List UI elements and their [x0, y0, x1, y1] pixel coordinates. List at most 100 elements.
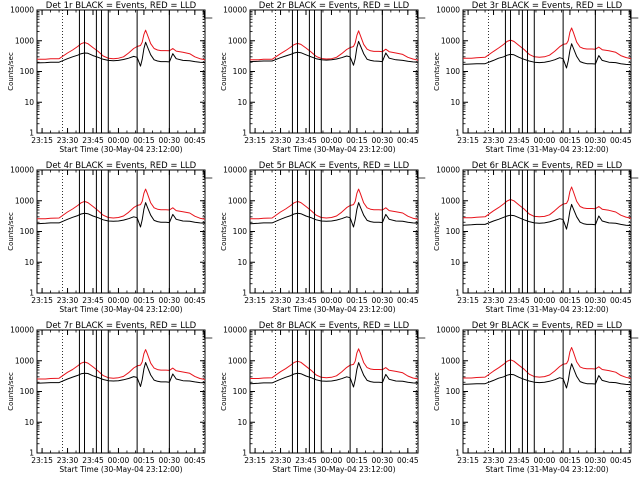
series-line-black	[36, 202, 206, 228]
x-tick-label: 00:30	[585, 456, 607, 465]
series-line-black	[462, 203, 632, 230]
x-tick-label: 00:15	[133, 456, 155, 465]
y-tick-label: 1000	[228, 36, 247, 45]
x-tick-label: 00:15	[346, 136, 368, 145]
corner-indicator	[416, 171, 426, 179]
y-tick-label: 10000	[223, 6, 247, 15]
x-tick-label: 00:30	[372, 296, 394, 305]
y-tick-label: 100	[20, 67, 35, 76]
y-axis-label: Counts/sec	[7, 212, 15, 251]
y-tick-label: 10000	[10, 6, 34, 15]
y-tick-label: 10	[24, 418, 34, 427]
y-tick-label: 10	[450, 258, 460, 267]
x-tick-label: 00:00	[108, 296, 130, 305]
series-line-red	[37, 349, 206, 380]
x-axis-label: Start Time (30-May-04 23:12:00)	[272, 305, 395, 314]
y-tick-label: 1000	[441, 356, 460, 365]
x-tick-label: 23:15	[244, 296, 266, 305]
x-axis-label: Start Time (31-May-04 23:12:00)	[485, 145, 608, 154]
x-tick-label: 00:45	[184, 296, 206, 305]
y-tick-label: 1000	[441, 36, 460, 45]
x-tick-label: 00:30	[159, 456, 181, 465]
corner-indicator	[416, 331, 426, 339]
corner-indicator	[416, 11, 426, 19]
y-tick-label: 10	[24, 98, 34, 107]
x-tick-label: 00:45	[397, 456, 419, 465]
corner-indicator	[629, 171, 639, 179]
x-tick-label: 00:30	[159, 136, 181, 145]
x-tick-label: 23:45	[508, 296, 530, 305]
y-tick-label: 1000	[15, 36, 34, 45]
series-line-black	[462, 363, 632, 389]
x-tick-label: 23:30	[483, 456, 505, 465]
panel-title: Det 6r BLACK = Events, RED = LLD	[472, 161, 623, 171]
x-tick-label: 00:45	[610, 456, 632, 465]
y-axis-label: Counts/sec	[7, 52, 15, 91]
y-tick-label: 100	[446, 67, 461, 76]
chart-panel-7: Det 7r BLACK = Events, RED = LLD 1 10 100 10…	[7, 321, 213, 474]
x-tick-label: 23:30	[57, 456, 79, 465]
x-tick-label: 23:45	[295, 456, 317, 465]
x-axis-label: Start Time (30-May-04 23:12:00)	[59, 465, 182, 474]
x-tick-label: 00:45	[397, 136, 419, 145]
x-tick-label: 00:00	[534, 456, 556, 465]
series-line-red	[250, 188, 419, 220]
y-tick-label: 10	[237, 418, 247, 427]
y-tick-label: 1	[29, 449, 34, 458]
x-tick-label: 23:45	[82, 136, 104, 145]
x-tick-label: 00:45	[184, 456, 206, 465]
chart-panel-4: Det 4r BLACK = Events, RED = LLD 1 10 100 10…	[7, 161, 213, 314]
panel-title: Det 2r BLACK = Events, RED = LLD	[259, 1, 410, 11]
y-tick-label: 10000	[223, 326, 247, 335]
x-tick-label: 00:15	[346, 296, 368, 305]
y-tick-label: 100	[233, 227, 248, 236]
y-axis-label: Counts/sec	[220, 212, 228, 251]
x-tick-label: 00:45	[610, 296, 632, 305]
y-tick-label: 10000	[10, 166, 34, 175]
series-line-red	[463, 347, 632, 379]
x-tick-label: 00:45	[610, 136, 632, 145]
x-tick-label: 23:15	[457, 456, 479, 465]
y-tick-label: 1	[29, 129, 34, 138]
x-tick-label: 23:15	[31, 296, 53, 305]
x-tick-label: 00:30	[372, 136, 394, 145]
x-tick-label: 00:00	[321, 456, 343, 465]
panel-title: Det 4r BLACK = Events, RED = LLD	[46, 161, 197, 171]
panel-title: Det 8r BLACK = Events, RED = LLD	[259, 321, 410, 331]
x-tick-label: 23:15	[244, 136, 266, 145]
y-tick-label: 100	[20, 387, 35, 396]
y-tick-label: 10	[237, 258, 247, 267]
x-tick-label: 23:30	[483, 296, 505, 305]
corner-indicator	[203, 331, 213, 339]
y-tick-label: 100	[446, 387, 461, 396]
x-tick-label: 00:00	[321, 296, 343, 305]
y-tick-label: 1000	[228, 196, 247, 205]
x-axis-label: Start Time (30-May-04 23:12:00)	[59, 305, 182, 314]
x-tick-label: 00:30	[585, 296, 607, 305]
y-tick-label: 10	[237, 98, 247, 107]
x-tick-label: 23:30	[270, 136, 292, 145]
y-tick-label: 100	[233, 387, 248, 396]
y-axis-label: Counts/sec	[433, 52, 441, 91]
corner-indicator	[203, 11, 213, 19]
x-tick-label: 23:45	[295, 136, 317, 145]
chart-panel-1: Det 1r BLACK = Events, RED = LLD 1 10 100 10…	[7, 1, 213, 154]
panel-title: Det 1r BLACK = Events, RED = LLD	[46, 1, 197, 11]
x-tick-label: 23:15	[244, 456, 266, 465]
chart-panel-5: Det 5r BLACK = Events, RED = LLD 1 10 100 10…	[220, 161, 426, 314]
y-axis-label: Counts/sec	[7, 372, 15, 411]
chart-panel-6: Det 6r BLACK = Events, RED = LLD 1 10 100 10…	[433, 161, 639, 314]
x-tick-label: 00:15	[133, 136, 155, 145]
x-axis-label: Start Time (31-May-04 23:12:00)	[485, 465, 608, 474]
x-tick-label: 00:15	[559, 136, 581, 145]
x-tick-label: 00:15	[133, 296, 155, 305]
y-tick-label: 100	[446, 227, 461, 236]
y-tick-label: 1000	[441, 196, 460, 205]
x-tick-label: 23:15	[31, 456, 53, 465]
x-tick-label: 23:45	[82, 296, 104, 305]
x-tick-label: 00:45	[184, 136, 206, 145]
series-line-black	[36, 41, 206, 67]
chart-panel-8: Det 8r BLACK = Events, RED = LLD 1 10 100 10…	[220, 321, 426, 474]
y-tick-label: 10000	[10, 326, 34, 335]
corner-indicator	[629, 11, 639, 19]
